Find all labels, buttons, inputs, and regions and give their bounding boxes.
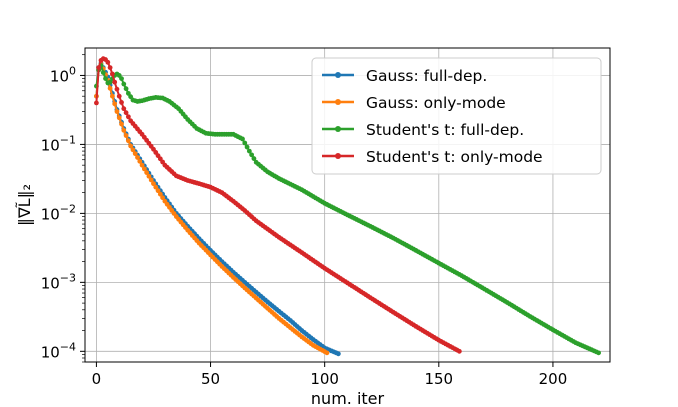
y-tick-base: 10 [41, 274, 60, 292]
data-point [94, 100, 99, 106]
series-line [95, 62, 339, 355]
x-tick-label: 50 [201, 370, 220, 388]
data-point [128, 94, 134, 100]
data-point [137, 158, 143, 164]
y-tick-base: 10 [41, 136, 60, 154]
y-tick-exponent: −3 [60, 271, 76, 284]
data-point [146, 173, 152, 179]
legend-marker [335, 153, 341, 159]
legend-item: Student's t: only-mode [322, 148, 543, 166]
data-point [139, 162, 145, 168]
data-point [141, 166, 147, 172]
data-point [116, 115, 122, 121]
data-point [112, 79, 118, 85]
data-point [130, 147, 136, 153]
data-point [119, 100, 124, 105]
series-2 [94, 61, 330, 356]
legend-item: Gauss: only-mode [322, 94, 506, 112]
data-point [240, 136, 245, 142]
data-point [121, 127, 127, 133]
data-point [132, 151, 138, 157]
data-point [123, 110, 129, 116]
data-point [128, 143, 134, 149]
data-point [324, 350, 330, 356]
data-point [125, 138, 131, 144]
y-tick-label: 100 [50, 64, 76, 85]
data-point [456, 348, 462, 354]
data-point [109, 93, 115, 99]
data-point [246, 148, 252, 154]
data-point [114, 109, 120, 114]
legend-label: Student's t: only-mode [366, 148, 543, 166]
series-layer [94, 56, 601, 357]
data-point [123, 86, 129, 92]
plot-frame [84, 47, 611, 363]
y-tick-base: 10 [41, 343, 60, 361]
data-point [144, 170, 150, 175]
data-point [157, 191, 163, 197]
data-point [100, 70, 106, 75]
data-point [119, 76, 124, 81]
y-tick-exponent: −4 [60, 340, 76, 353]
y-tick-label: 10−4 [41, 340, 76, 361]
y-tick-label: 10−3 [41, 271, 76, 292]
y-axis-label: ‖∇L̃‖₂ [15, 184, 34, 226]
data-point [135, 155, 140, 160]
legend: Gauss: full-dep. Gauss: only-mode Student'… [311, 57, 602, 175]
data-point [155, 188, 161, 194]
data-point [160, 195, 166, 201]
legend-marker [335, 99, 341, 105]
data-point [125, 114, 131, 120]
y-tick-label: 10−2 [41, 202, 76, 223]
data-point [596, 350, 601, 356]
data-point [242, 140, 248, 146]
data-point [114, 86, 120, 92]
data-point [335, 351, 341, 357]
x-tick-label: 200 [539, 370, 568, 388]
data-point [103, 76, 108, 81]
data-point [109, 71, 115, 77]
data-point [107, 65, 113, 70]
data-point [121, 81, 127, 87]
y-tick-exponent: −1 [60, 133, 76, 146]
x-tick-label: 100 [310, 370, 339, 388]
y-tick-base: 10 [41, 205, 60, 223]
data-point [107, 85, 113, 91]
data-point [112, 101, 118, 107]
legend-label: Gauss: only-mode [366, 94, 506, 112]
data-point [96, 65, 102, 70]
y-tick-exponent: −2 [60, 202, 76, 215]
x-ticks: 0 50 100 150 200 [92, 362, 568, 388]
data-point [251, 156, 257, 161]
legend-item: Gauss: full-dep. [322, 67, 487, 85]
data-point [107, 79, 113, 85]
y-tick-exponent: 0 [69, 64, 76, 77]
data-point [249, 152, 255, 158]
series-4 [94, 56, 462, 354]
data-point [119, 121, 124, 127]
y-tick-base: 10 [50, 67, 69, 85]
legend-box [311, 57, 602, 175]
data-point [123, 133, 129, 138]
data-point [121, 106, 127, 112]
data-point [244, 144, 250, 150]
legend-item: Student's t: full-dep. [322, 121, 524, 139]
y-tick-label: 10−1 [41, 133, 76, 154]
legend-marker [335, 126, 341, 132]
x-tick-label: 0 [92, 370, 102, 388]
series-line [95, 63, 328, 354]
x-axis-label: num. iter [311, 389, 385, 407]
legend-label: Gauss: full-dep. [366, 67, 487, 85]
data-point [105, 59, 111, 65]
legend-marker [335, 72, 341, 78]
data-point [151, 181, 156, 187]
data-point [153, 184, 159, 190]
legend-label: Student's t: full-dep. [366, 121, 524, 139]
data-point [148, 177, 154, 183]
data-point [116, 93, 122, 99]
x-tick-label: 150 [424, 370, 453, 388]
series-1 [94, 60, 341, 357]
